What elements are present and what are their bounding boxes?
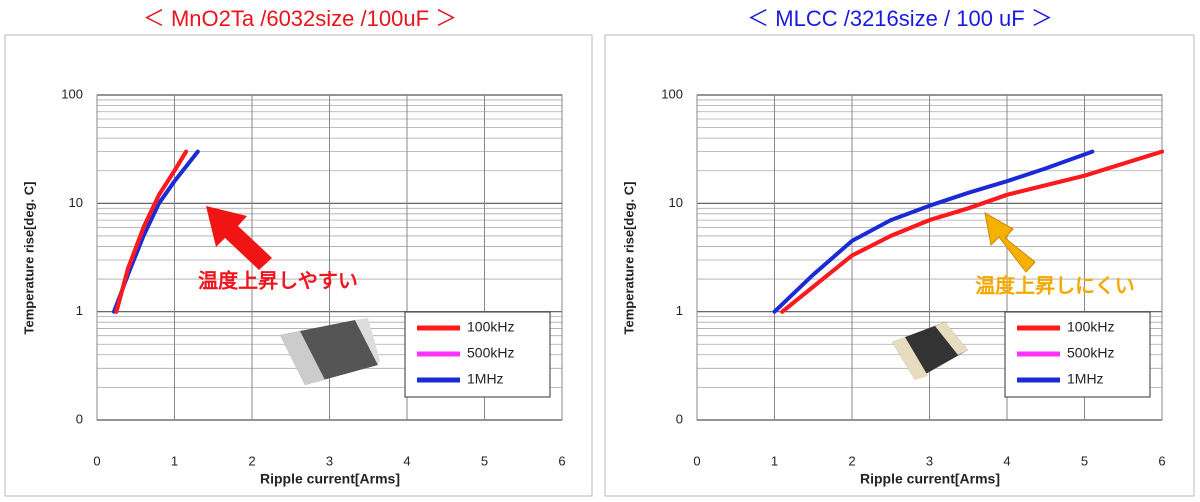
x-axis-label: Ripple current[Arms]	[860, 471, 1000, 487]
x-tick-label: 1	[171, 453, 178, 468]
legend-label: 1MHz	[1067, 371, 1104, 387]
series-line	[780, 149, 1164, 314]
y-axis-label: Temperature rise[deg. C]	[621, 182, 636, 335]
x-tick-label: 1	[771, 453, 778, 468]
x-tick-label: 4	[403, 453, 410, 468]
y-tick-label: 100	[661, 86, 683, 101]
x-tick-label: 6	[558, 453, 565, 468]
x-tick-label: 5	[481, 453, 488, 468]
series-line	[772, 149, 1095, 314]
decorations	[206, 206, 1036, 385]
capacitor-terminal	[935, 322, 968, 355]
x-tick-label: 0	[93, 453, 100, 468]
legend-label: 100kHz	[467, 319, 514, 335]
y-tick-label: 1	[76, 303, 83, 318]
x-tick-label: 2	[848, 453, 855, 468]
y-tick-label: 100	[61, 86, 83, 101]
x-axis-label: Ripple current[Arms]	[260, 471, 400, 487]
y-axis-label: Temperature rise[deg. C]	[21, 182, 36, 335]
legend-label: 500kHz	[1067, 345, 1114, 361]
arrow	[984, 212, 1036, 273]
x-tick-label: 3	[926, 453, 933, 468]
chart-title: ＜ MLCC /3216size / 100 uF ＞	[747, 6, 1053, 31]
annotation: 温度上昇しやすい	[198, 268, 358, 292]
y-tick-label: 0	[676, 411, 683, 426]
capacitor-terminal	[355, 318, 380, 365]
x-tick-label: 5	[1081, 453, 1088, 468]
legend-label: 1MHz	[467, 371, 504, 387]
y-tick-label: 10	[669, 195, 683, 210]
arrow	[206, 206, 272, 270]
y-tick-label: 10	[69, 195, 83, 210]
y-tick-label: 0	[76, 411, 83, 426]
x-tick-label: 6	[1158, 453, 1165, 468]
chart-title: ＜ MnO2Ta /6032size /100uF ＞	[143, 6, 457, 31]
annotation: 温度上昇しにくい	[975, 273, 1135, 297]
x-tick-label: 3	[326, 453, 333, 468]
capacitor-terminal	[280, 331, 325, 385]
series-line	[114, 149, 189, 314]
legend-label: 100kHz	[1067, 319, 1114, 335]
capacitor-terminal	[892, 337, 928, 380]
x-tick-label: 2	[248, 453, 255, 468]
legend-label: 500kHz	[467, 345, 514, 361]
x-tick-label: 4	[1003, 453, 1010, 468]
x-tick-label: 0	[693, 453, 700, 468]
y-tick-label: 1	[676, 303, 683, 318]
